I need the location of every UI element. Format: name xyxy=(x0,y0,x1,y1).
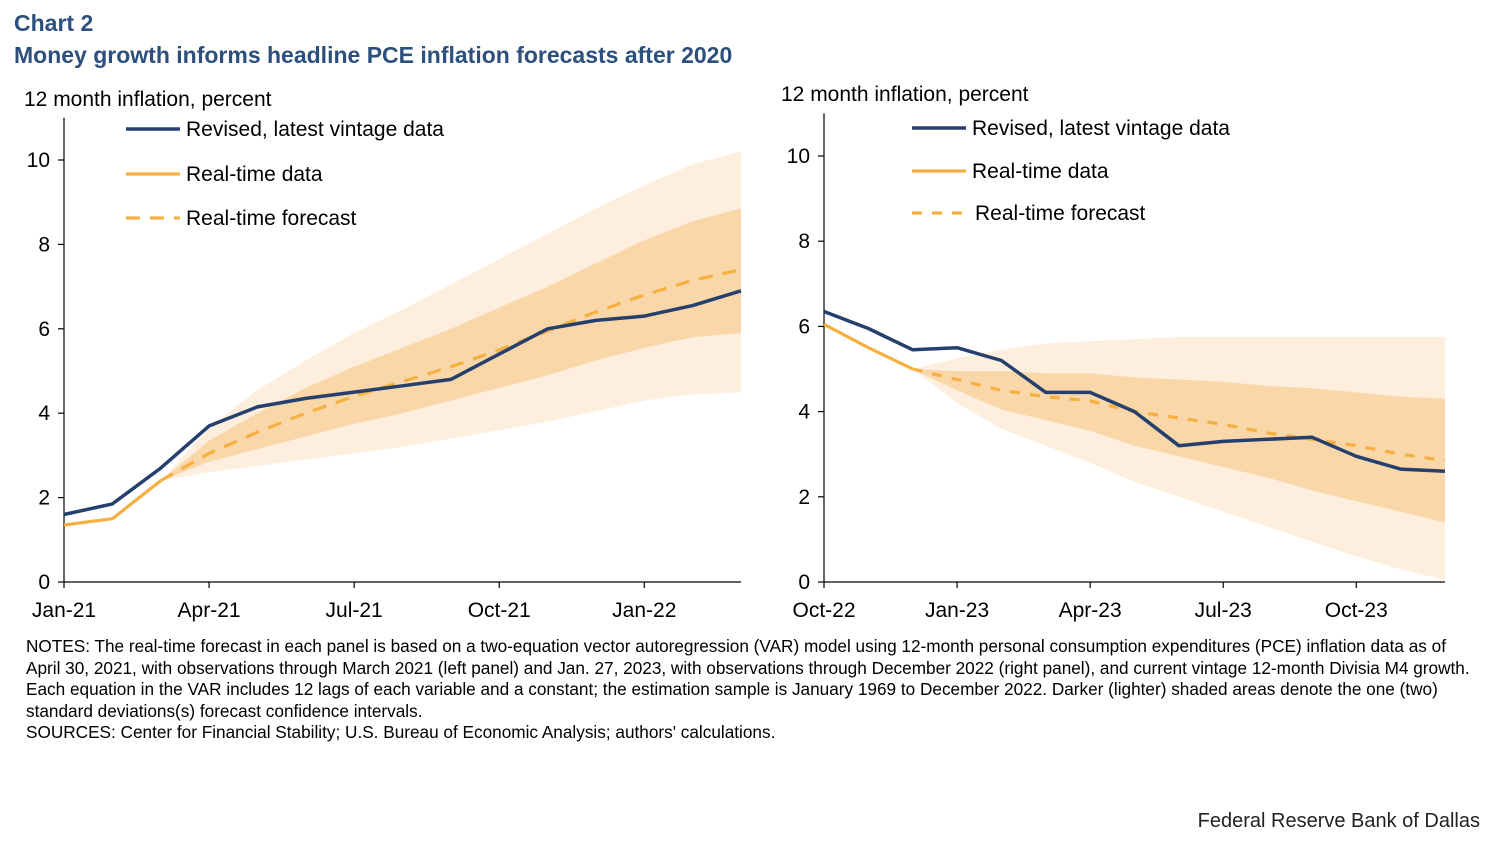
chart-area: 12 month inflation, percent 0 2 4 6 8 10 Jan-21… xyxy=(24,83,1446,622)
panel-1-y-tick-label: 8 xyxy=(38,233,50,256)
panel-2-legend-label-2: Real-time data xyxy=(972,160,1109,183)
chart-title: Money growth informs headline PCE inflat… xyxy=(14,42,733,68)
panel-1-y-tick-label: 6 xyxy=(38,318,50,341)
sources-text: SOURCES: Center for Financial Stability;… xyxy=(26,722,776,742)
panel-2-x-tick-label: Apr-23 xyxy=(1059,599,1122,622)
panel-1-y-tick-label: 4 xyxy=(38,402,50,425)
panel-1-legend-label-3: Real-time forecast xyxy=(186,207,357,230)
panel-1-y-tick-label: 2 xyxy=(38,487,50,510)
panel-2-legend-label-1: Revised, latest vintage data xyxy=(972,117,1230,140)
panel-1-y-tick-label: 0 xyxy=(38,571,50,594)
panel-1-band-inner xyxy=(160,208,741,481)
panel-2-legend-label-3: Real-time forecast xyxy=(975,202,1146,225)
panel-2-x-tick-label: Jul-23 xyxy=(1195,599,1252,622)
panel-1-legend-label-1: Revised, latest vintage data xyxy=(186,118,444,141)
panel-1-y-tick-label: 10 xyxy=(27,149,50,172)
panel-2-y-tick-label: 8 xyxy=(798,230,810,253)
source-credit: Federal Reserve Bank of Dallas xyxy=(1197,810,1480,832)
panel-1-legend-label-2: Real-time data xyxy=(186,163,323,186)
panel-2-x-tick-label: Jan-23 xyxy=(925,599,989,622)
panel-1-x-tick-label: Jul-21 xyxy=(326,599,383,622)
notes-text: NOTES: The real-time forecast in each pa… xyxy=(26,636,1470,721)
panel-2-y-tick-label: 0 xyxy=(798,571,810,594)
panel-1-x-tick-label: Jan-21 xyxy=(32,599,96,622)
panel-2-y-tick-label: 4 xyxy=(798,401,810,424)
panel-2-x-tick-label: Oct-22 xyxy=(792,599,855,622)
notes: NOTES: The real-time forecast in each pa… xyxy=(26,636,1476,744)
panel-1-x-tick-label: Apr-21 xyxy=(178,599,241,622)
panel-2-y-axis-label: 12 month inflation, percent xyxy=(781,83,1029,106)
panel-1-x-tick-label: Oct-21 xyxy=(468,599,531,622)
panel-2-series-realtime-line xyxy=(823,322,914,371)
panel-2-y-tick-label: 2 xyxy=(798,486,810,509)
chart-number: Chart 2 xyxy=(14,10,94,36)
panel-2-y-tick-label: 10 xyxy=(787,145,810,168)
panel-1-y-axis-label: 12 month inflation, percent xyxy=(24,88,272,111)
panel-2-x-tick-label: Oct-23 xyxy=(1325,599,1388,622)
panel-1-x-tick-label: Jan-22 xyxy=(612,599,676,622)
panel-2-y-tick-label: 6 xyxy=(798,315,810,338)
